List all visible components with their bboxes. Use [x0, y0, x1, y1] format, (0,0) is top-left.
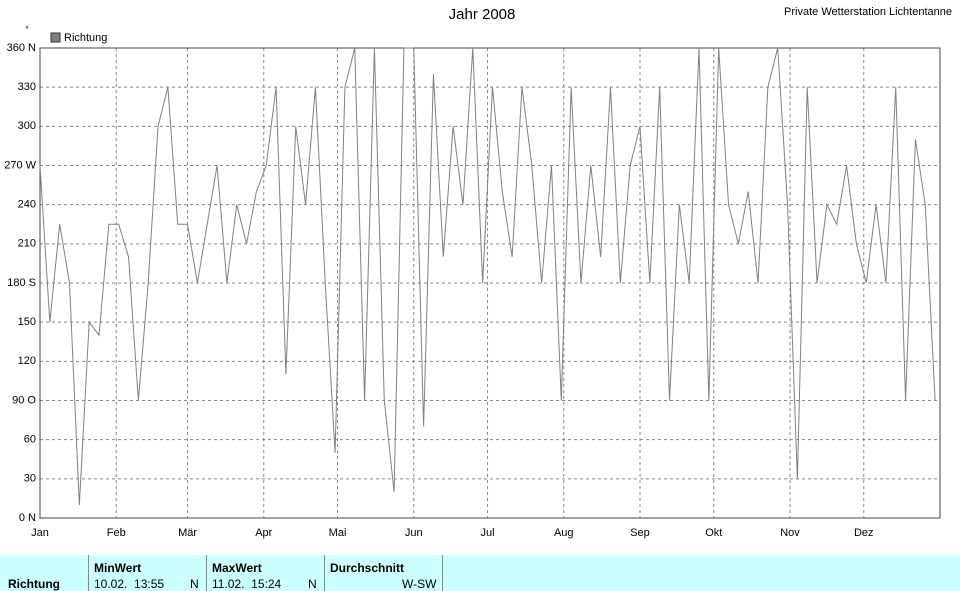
y-tick-label: 240	[18, 199, 36, 211]
row-label: Richtung	[8, 577, 60, 591]
y-unit: °	[25, 24, 29, 34]
y-tick-label: 60	[24, 434, 36, 446]
x-tick-label: Feb	[107, 527, 126, 539]
y-tick-label: 120	[18, 355, 36, 367]
x-tick-label: Sep	[630, 527, 650, 539]
separator	[324, 555, 325, 591]
data-line	[39, 47, 936, 505]
y-tick-label: 360 N	[7, 42, 36, 54]
legend-swatch	[50, 32, 61, 43]
x-tick-label: Okt	[705, 527, 722, 539]
separator	[442, 555, 443, 591]
header: Durchschnitt	[330, 561, 405, 575]
y-tick-label: 300	[18, 120, 36, 132]
stats-table: MinWert MaxWert Durchschnitt Richtung 10…	[0, 555, 960, 591]
header: MaxWert	[212, 561, 262, 575]
chart: Jahr 2008 Private Wetterstation Lichtent…	[4, 6, 952, 539]
separator	[206, 555, 207, 591]
y-tick-label: 270 W	[4, 159, 36, 171]
x-tick-label: Apr	[255, 527, 272, 539]
x-tick-label: Nov	[780, 527, 800, 539]
chart-title: Jahr 2008	[449, 6, 516, 23]
legend-label: Richtung	[64, 32, 107, 44]
x-tick-label: Jun	[405, 527, 423, 539]
y-tick-label: 0 N	[19, 512, 36, 524]
x-tick-label: Jul	[481, 527, 495, 539]
x-tick-label: Jan	[31, 527, 49, 539]
annotation: Private Wetterstation Lichtentanne	[784, 6, 952, 18]
x-tick-label: Aug	[554, 527, 574, 539]
y-tick-label: 180 S	[7, 277, 36, 289]
y-tick-label: 330	[18, 81, 36, 93]
cell: N	[190, 577, 199, 591]
x-tick-label: Mär	[178, 527, 197, 539]
x-tick-label: Mai	[329, 527, 347, 539]
cell: N	[308, 577, 317, 591]
cell: 10.02. 13:55	[94, 577, 165, 591]
y-tick-label: 210	[18, 238, 36, 250]
y-tick-label: 30	[24, 473, 36, 485]
separator	[88, 555, 89, 591]
plot-border	[39, 47, 941, 519]
cell: 11.02. 15:24	[212, 577, 282, 591]
x-tick-label: Dez	[854, 527, 874, 539]
y-tick-label: 90 O	[12, 394, 36, 406]
cell: W-SW	[402, 577, 437, 591]
y-tick-label: 150	[18, 316, 36, 328]
header: MinWert	[94, 561, 142, 575]
